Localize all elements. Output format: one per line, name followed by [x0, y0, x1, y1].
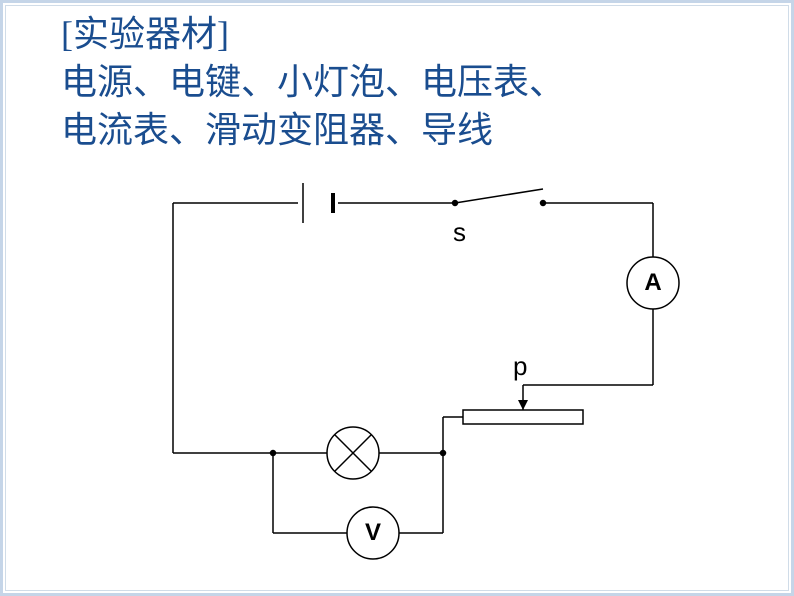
equipment-line-1: 电源、电键、小灯泡、电压表、: [61, 58, 761, 107]
slider-label: p: [513, 351, 527, 382]
circuit-svg: [143, 173, 703, 573]
text-block: [实验器材] 电源、电键、小灯泡、电压表、 电流表、滑动变阻器、导线: [61, 11, 761, 155]
section-title: [实验器材]: [61, 11, 761, 58]
equipment-line-2: 电流表、滑动变阻器、导线: [61, 106, 761, 155]
circuit-diagram: s p A V: [143, 173, 703, 573]
voltmeter-label: V: [365, 519, 381, 547]
ammeter-label: A: [644, 269, 661, 297]
switch-label: s: [453, 217, 466, 248]
